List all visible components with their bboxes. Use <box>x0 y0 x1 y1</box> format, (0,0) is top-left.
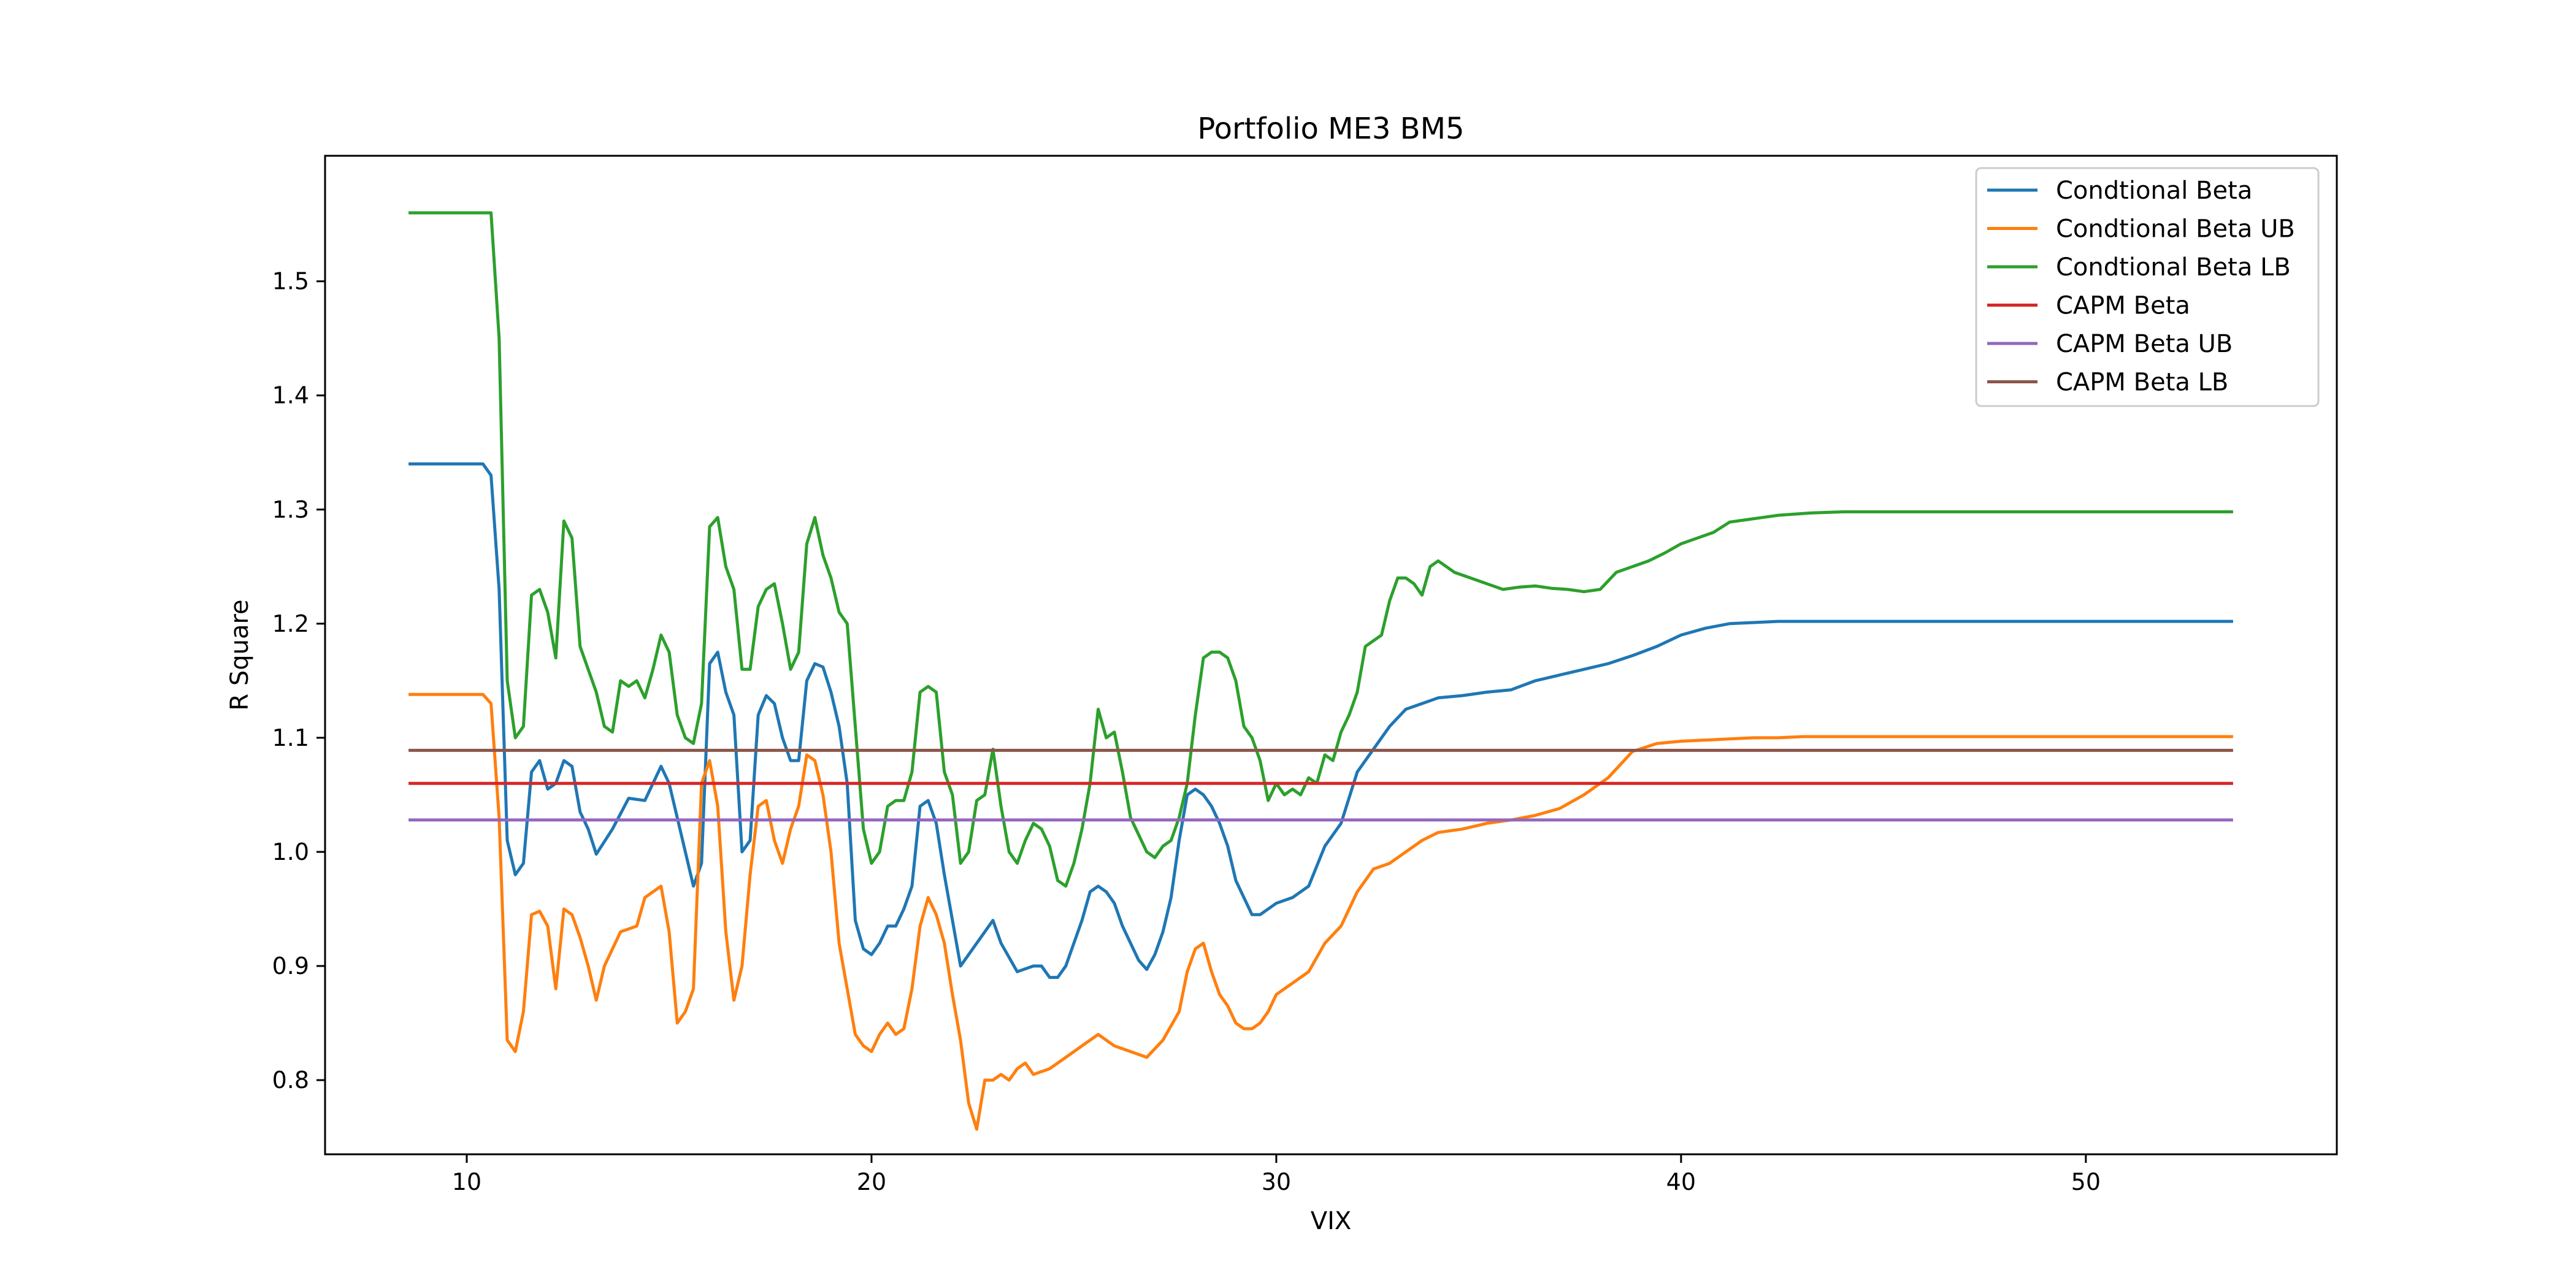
legend-label: Condtional Beta <box>2056 177 2252 205</box>
x-tick-label: 50 <box>2071 1168 2101 1195</box>
y-tick-label: 1.4 <box>272 382 309 409</box>
legend-frame <box>1975 167 2320 407</box>
legend-label: CAPM Beta UB <box>2056 330 2233 358</box>
y-axis: 0.8 0.9 1.0 1.1 1.2 1.3 1.4 1.5 <box>272 268 325 1094</box>
legend-label: Condtional Beta LB <box>2056 253 2291 282</box>
chart-title: Portfolio ME3 BM5 <box>1197 112 1464 146</box>
y-tick-label: 1.1 <box>272 724 309 751</box>
y-tick-label: 0.9 <box>272 953 309 979</box>
y-tick-label: 0.8 <box>272 1067 309 1094</box>
y-tick-label: 1.5 <box>272 268 309 295</box>
series-line-condtional-beta <box>408 462 2233 979</box>
y-tick-label: 1.0 <box>272 838 309 865</box>
legend-label: Condtional Beta UB <box>2056 215 2295 243</box>
x-axis: 10 20 30 40 50 <box>452 1154 2101 1195</box>
legend-label: CAPM Beta LB <box>2056 369 2228 397</box>
x-axis-label: VIX <box>1311 1207 1352 1235</box>
x-tick-label: 20 <box>857 1168 886 1195</box>
x-tick-label: 40 <box>1666 1168 1696 1195</box>
legend: Condtional Beta Condtional Beta UB Condtio… <box>1975 167 2320 407</box>
series-line-condtional-beta-ub <box>408 692 2233 1131</box>
x-tick-label: 30 <box>1262 1168 1291 1195</box>
legend-label: CAPM Beta <box>2056 292 2190 320</box>
y-axis-label: R Square <box>226 599 254 710</box>
plot-lines <box>408 211 2233 1131</box>
x-tick-label: 10 <box>452 1168 481 1195</box>
y-tick-label: 1.2 <box>272 610 309 637</box>
y-tick-label: 1.3 <box>272 496 309 523</box>
series-line-condtional-beta-lb <box>408 211 2233 888</box>
plot-frame <box>324 155 2338 1156</box>
